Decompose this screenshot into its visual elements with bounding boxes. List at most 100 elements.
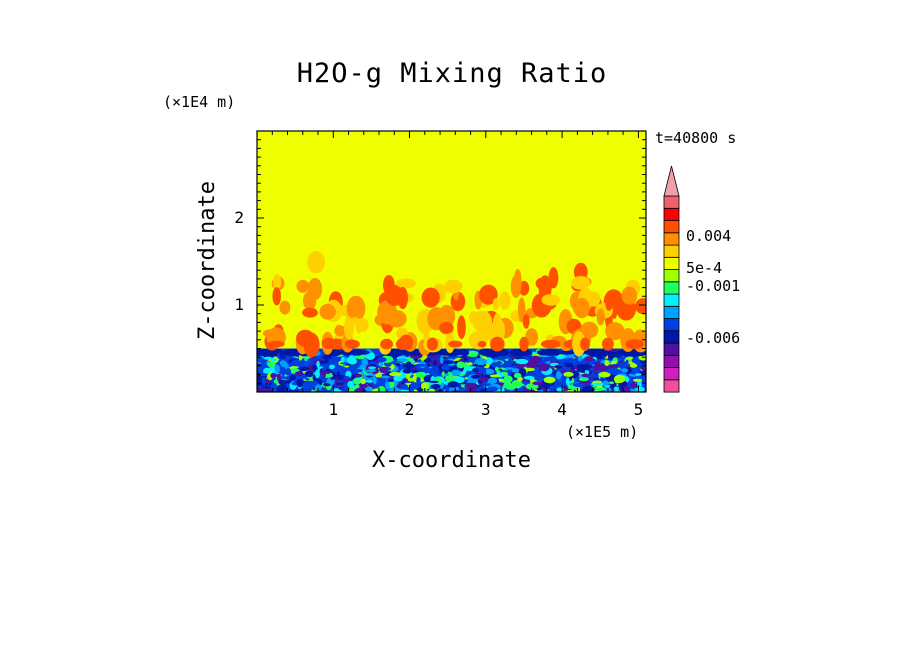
contour-cell [541,339,561,349]
contour-cell [466,350,479,357]
contour-cell [267,361,276,368]
colorbar-swatch [663,330,680,344]
contour-cell [499,291,511,310]
contour-cell [447,381,459,388]
contour-cell [554,364,563,369]
colorbar-label: 0.004 [686,227,731,245]
contour-cell [344,339,360,349]
contour-cell [397,286,408,310]
contour-cell [361,358,368,366]
contour-cell [262,386,272,389]
contour-cell [538,363,550,372]
contour-cell [430,375,436,385]
contour-cell [277,373,282,383]
contour-cell [314,369,320,379]
contour-cell [525,328,539,346]
contour-cell [334,324,343,336]
contour-cell [459,349,470,356]
contour-cell [296,366,310,372]
colorbar-swatch [663,281,680,295]
contour-cell [489,374,501,378]
contour-cell [260,388,274,392]
contour-cell [463,368,467,373]
contour-cell [587,291,601,307]
contour-cell [262,377,266,386]
contour-cell [377,385,386,392]
contour-cell [307,250,325,274]
colorbar-swatch [663,195,680,209]
y-tick-label: 1 [234,295,244,314]
contour-cell [329,364,335,369]
contour-cell [613,374,626,384]
contour-cell [605,322,625,341]
contour-cell [609,381,614,385]
contour-cell [321,370,326,379]
contour-cell [451,369,461,376]
contour-cell [573,382,586,388]
contour-cell [430,383,441,390]
contour-cell [322,354,332,360]
contour-cell [344,365,350,368]
contour-cell [631,357,639,364]
contour-cell [323,383,331,387]
colorbar-swatch [663,305,680,319]
contour-cell [398,389,410,392]
colorbar-swatch [663,354,680,368]
contour-cell [380,375,391,379]
x-tick-label: 2 [405,400,415,419]
contour-cell [472,310,493,333]
contour-cell [634,298,646,315]
contour-cell [548,267,559,289]
contour-cell [589,374,599,378]
colorbar-label: -0.006 [686,329,740,347]
time-label: t=40800 s [655,129,737,147]
contour-cell [479,284,498,305]
contour-cell [576,364,587,369]
contour-cell [584,370,590,375]
contour-cell [302,383,314,391]
contour-cell [457,315,466,340]
contour-cell [503,375,513,383]
contour-cell [598,371,611,378]
contour-cell [405,373,411,379]
contour-cell [438,304,456,328]
colorbar-swatch [663,232,680,246]
contour-cell [439,321,454,334]
contour-cell [346,295,366,322]
contour-cell [389,372,402,377]
contour-cell [316,360,320,368]
contour-cell [421,287,440,308]
contour-cell [515,358,529,365]
contour-cell [257,377,264,387]
contour-cell [263,356,273,360]
contour-cell [375,365,379,374]
contour-cell [525,383,539,390]
contour-cell [474,372,485,376]
contour-cell [580,321,599,339]
contour-cell [504,367,514,370]
contour-cell [563,371,574,377]
contour-cell [387,379,395,382]
contour-cell [466,382,478,392]
contour-cell [407,378,415,382]
contour-cell [517,297,526,323]
contour-cell [318,360,329,364]
contour-cell [414,363,427,367]
contour-cell [573,297,590,319]
contour-cell [581,386,595,392]
colorbar-extend-arrow [663,165,680,197]
contour-cell [604,360,610,367]
contour-cell [584,356,594,362]
contour-cell [385,381,390,390]
contour-cell [470,374,481,379]
contour-cell [578,378,589,382]
contour-cell [625,339,644,349]
contour-cell [402,369,412,374]
contour-cell [296,279,310,293]
colorbar-label: 5e-4 [686,259,722,277]
contour-cell [445,373,449,376]
contour-cell [580,337,590,351]
contour-cell [319,303,336,320]
contour-cell [593,367,597,375]
contour-cell [376,357,387,363]
